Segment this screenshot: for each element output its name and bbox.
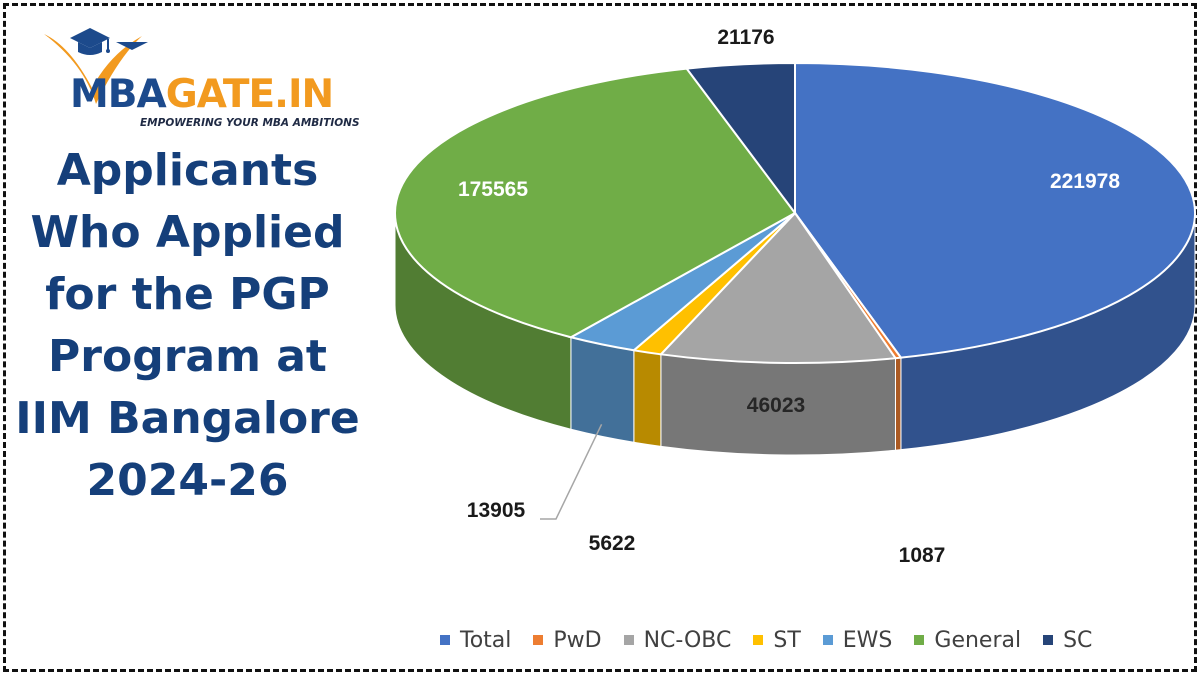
page-title: Applicants Who Applied for the PGP Progr… [15, 145, 360, 506]
legend-item-pwd: PwD [533, 627, 602, 653]
pie-side-ews [570, 336, 635, 443]
data-label-sc: 21176 [717, 26, 774, 49]
pie-side-st [633, 349, 662, 447]
data-label-total: 221978 [1050, 170, 1120, 193]
pie-slice-nc-obc [658, 211, 898, 364]
data-label-general: 175565 [458, 178, 528, 201]
legend-label: EWS [842, 627, 893, 653]
logo: MBAGATE.IN EMPOWERING YOUR MBA AMBITIONS [40, 20, 360, 140]
legend-swatch [753, 635, 764, 645]
graduation-cap-icon [44, 28, 148, 104]
data-label-ews: 13905 [467, 499, 526, 522]
legend-swatch [533, 635, 544, 645]
legend-label: NC-OBC [643, 627, 732, 653]
chart-legend: Total PwD NC-OBC ST EWS General SC [440, 625, 1092, 655]
legend-item-st: ST [753, 627, 801, 653]
legend-item-sc: SC [1043, 628, 1092, 653]
legend-label: ST [773, 627, 801, 653]
legend-label: PwD [553, 627, 602, 653]
brand-tagline: EMPOWERING YOUR MBA AMBITIONS [140, 117, 360, 129]
legend-label: SC [1063, 627, 1093, 653]
legend-swatch [440, 635, 450, 645]
data-label-nc-obc: 46023 [747, 394, 805, 417]
data-label-st: 5622 [589, 532, 636, 555]
legend-item-total: Total [440, 628, 511, 653]
data-label-pwd: 1087 [899, 544, 946, 567]
pie-side-pwd [894, 357, 902, 451]
legend-label: General [934, 627, 1022, 653]
brand-name: MBAGATE.IN [70, 72, 334, 117]
pie-slice-general [394, 67, 797, 339]
legend-item-nc-obc: NC-OBC [623, 627, 732, 653]
pie-slice-total [794, 61, 1196, 359]
legend-swatch [1043, 635, 1054, 645]
legend-item-general: General [914, 628, 1021, 653]
legend-swatch [822, 635, 833, 645]
legend-item-ews: EWS [822, 627, 893, 653]
legend-swatch [914, 635, 925, 645]
dashed-border [3, 3, 1197, 672]
leader-line-ews [540, 423, 603, 520]
legend-label: Total [460, 627, 512, 653]
legend-swatch [623, 635, 634, 645]
pie-slice-sc [684, 61, 796, 217]
